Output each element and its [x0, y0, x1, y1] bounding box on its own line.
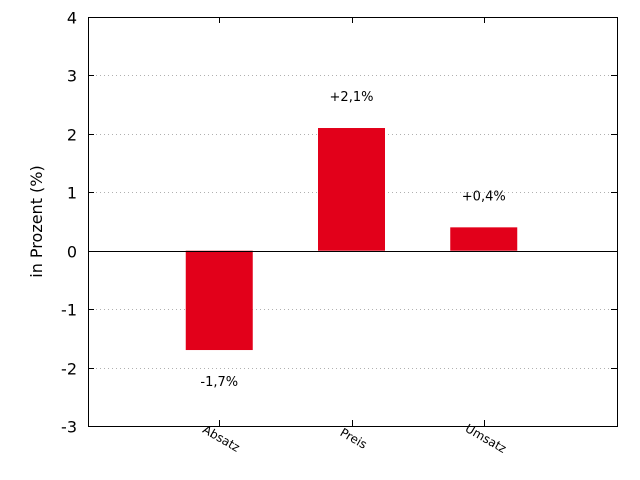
y-tick-label: 3 [67, 67, 77, 86]
y-tick-label: 0 [67, 243, 77, 262]
x-tick-label: Absatz [200, 422, 242, 454]
bar-umsatz [450, 227, 518, 251]
y-tick-label: -1 [61, 301, 77, 320]
bars [185, 128, 518, 351]
data-label: -1,7% [200, 375, 238, 390]
y-tick-label: 1 [67, 184, 77, 203]
bar-preis [318, 128, 385, 251]
y-tick-label: 2 [67, 126, 77, 145]
data-label: +2,1% [330, 90, 374, 105]
x-tick-label: Preis [338, 425, 370, 451]
bar-absatz [185, 250, 253, 351]
y-tick-label: -3 [61, 418, 77, 437]
y-tick-label: -2 [61, 360, 77, 379]
y-axis-title: in Prozent (%) [27, 165, 46, 277]
data-labels: -1,7% +2,1% +0,4% [200, 90, 505, 390]
y-tick-label: 4 [67, 9, 77, 28]
y-axis-ticks: -3 -2 -1 0 1 2 3 4 [61, 9, 617, 437]
data-label: +0,4% [462, 189, 506, 204]
